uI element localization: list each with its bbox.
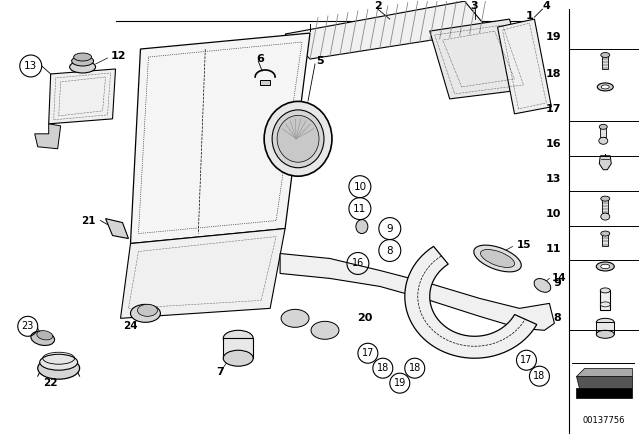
- Ellipse shape: [601, 85, 609, 89]
- Polygon shape: [285, 1, 490, 59]
- Ellipse shape: [40, 354, 77, 370]
- Ellipse shape: [70, 61, 95, 73]
- Text: 19: 19: [546, 32, 561, 42]
- Ellipse shape: [37, 331, 52, 340]
- Ellipse shape: [596, 319, 614, 326]
- Bar: [596, 322, 614, 334]
- Ellipse shape: [272, 110, 324, 168]
- Text: 00137756: 00137756: [582, 416, 625, 425]
- Text: 10: 10: [353, 182, 367, 192]
- Text: 2: 2: [374, 1, 381, 11]
- Ellipse shape: [223, 330, 253, 346]
- Text: 4: 4: [543, 1, 550, 11]
- Text: 16: 16: [352, 258, 364, 268]
- Polygon shape: [280, 254, 554, 330]
- Ellipse shape: [601, 196, 610, 201]
- Polygon shape: [599, 156, 611, 170]
- Ellipse shape: [138, 304, 157, 316]
- Text: 18: 18: [533, 371, 545, 381]
- Text: 22: 22: [44, 378, 58, 388]
- Ellipse shape: [600, 288, 611, 293]
- Text: 8: 8: [554, 313, 561, 323]
- Text: 14: 14: [552, 273, 566, 284]
- Ellipse shape: [601, 52, 610, 57]
- Ellipse shape: [599, 125, 607, 129]
- Text: 15: 15: [516, 240, 531, 250]
- Bar: [223, 338, 253, 358]
- Ellipse shape: [600, 302, 611, 307]
- Text: 1: 1: [525, 11, 533, 21]
- Text: 18: 18: [408, 363, 421, 373]
- Text: 13: 13: [24, 61, 37, 71]
- Ellipse shape: [597, 83, 613, 91]
- Ellipse shape: [601, 213, 610, 220]
- Polygon shape: [49, 69, 116, 124]
- Polygon shape: [131, 33, 310, 244]
- Text: 7: 7: [216, 367, 224, 377]
- Ellipse shape: [599, 137, 608, 144]
- Polygon shape: [577, 368, 632, 376]
- Polygon shape: [120, 228, 285, 319]
- Ellipse shape: [311, 321, 339, 339]
- Bar: [602, 198, 608, 213]
- Polygon shape: [404, 246, 537, 358]
- Text: 3: 3: [471, 1, 479, 11]
- Text: 18: 18: [377, 363, 389, 373]
- Text: 18: 18: [546, 69, 561, 79]
- Text: 17: 17: [546, 104, 561, 114]
- Ellipse shape: [481, 250, 515, 267]
- Text: 17: 17: [520, 355, 532, 365]
- Text: 13: 13: [546, 174, 561, 184]
- Ellipse shape: [596, 330, 614, 338]
- Text: 17: 17: [362, 348, 374, 358]
- Polygon shape: [429, 19, 529, 99]
- Bar: [260, 80, 270, 85]
- Bar: [602, 233, 608, 246]
- Polygon shape: [35, 124, 61, 149]
- Ellipse shape: [31, 331, 54, 345]
- Ellipse shape: [38, 357, 79, 379]
- Text: 10: 10: [546, 209, 561, 219]
- Bar: [600, 290, 611, 310]
- Ellipse shape: [264, 101, 332, 176]
- Text: 9: 9: [387, 224, 393, 233]
- Text: 11: 11: [546, 244, 561, 254]
- Text: 12: 12: [111, 51, 126, 61]
- Ellipse shape: [223, 350, 253, 366]
- Text: 23: 23: [22, 321, 34, 332]
- Polygon shape: [106, 219, 129, 238]
- Text: 24: 24: [123, 321, 138, 332]
- Ellipse shape: [74, 53, 92, 61]
- Polygon shape: [577, 388, 632, 398]
- Ellipse shape: [601, 231, 610, 236]
- Text: 19: 19: [394, 378, 406, 388]
- Ellipse shape: [534, 279, 551, 292]
- Text: 20: 20: [357, 313, 372, 323]
- Text: 16: 16: [546, 139, 561, 149]
- Text: 8: 8: [387, 246, 393, 255]
- Ellipse shape: [72, 56, 93, 66]
- Ellipse shape: [356, 220, 368, 233]
- Text: 9: 9: [554, 278, 561, 289]
- Ellipse shape: [277, 115, 319, 162]
- Ellipse shape: [596, 262, 614, 271]
- Ellipse shape: [601, 264, 610, 269]
- Text: 5: 5: [316, 56, 324, 66]
- Bar: [600, 127, 606, 137]
- Polygon shape: [577, 376, 632, 388]
- Ellipse shape: [131, 304, 161, 322]
- Polygon shape: [497, 19, 552, 114]
- Ellipse shape: [474, 245, 521, 272]
- Text: 11: 11: [353, 204, 367, 214]
- Text: 6: 6: [256, 54, 264, 64]
- Text: 21: 21: [81, 215, 95, 226]
- Bar: [602, 55, 608, 69]
- Ellipse shape: [281, 310, 309, 327]
